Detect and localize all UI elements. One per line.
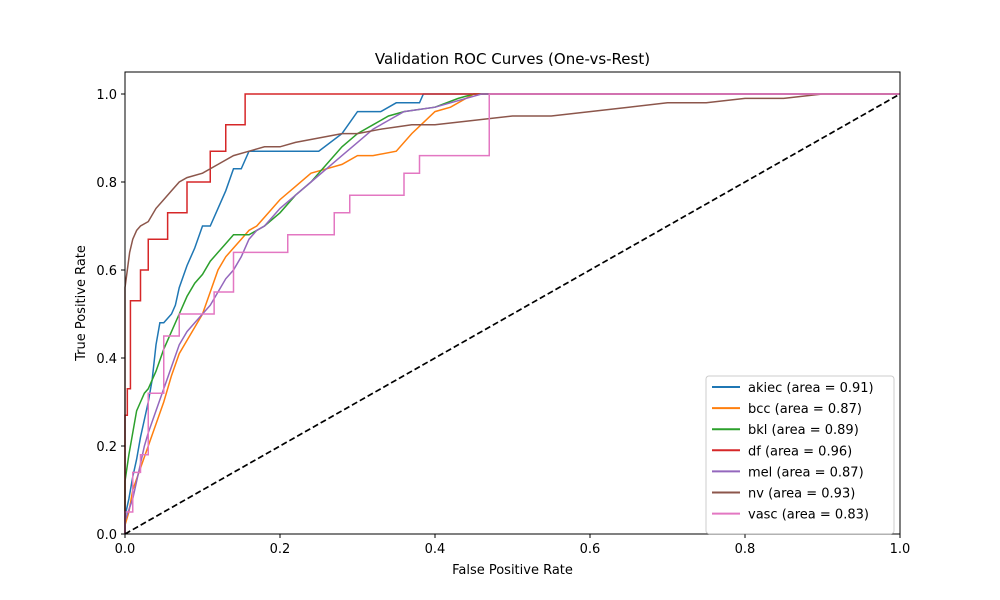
chart-title: Validation ROC Curves (One-vs-Rest) xyxy=(375,50,650,68)
y-tick-label: 0.0 xyxy=(96,528,117,543)
legend-label-1: bcc (area = 0.87) xyxy=(748,402,862,417)
y-axis-label: True Positive Rate xyxy=(74,245,89,362)
legend-label-3: df (area = 0.96) xyxy=(748,444,852,459)
x-tick-label: 0.4 xyxy=(425,542,446,557)
legend-label-4: mel (area = 0.87) xyxy=(748,465,864,480)
legend-label-2: bkl (area = 0.89) xyxy=(748,423,859,438)
y-axis-ticks: 0.0 0.2 0.4 0.6 0.8 1.0 xyxy=(96,88,125,543)
series-line-1 xyxy=(124,93,900,534)
y-tick-label: 0.6 xyxy=(96,264,117,279)
x-tick-label: 0.6 xyxy=(580,542,601,557)
series-line-5 xyxy=(124,93,900,534)
y-tick-label: 1.0 xyxy=(96,88,117,103)
legend: akiec (area = 0.91) bcc (area = 0.87) bkl … xyxy=(705,375,895,535)
x-tick-label: 1.0 xyxy=(890,542,911,557)
x-axis-ticks: 0.0 0.2 0.4 0.6 0.8 1.0 xyxy=(115,534,911,557)
legend-box xyxy=(705,375,895,535)
y-tick-label: 0.2 xyxy=(96,440,117,455)
series-layer xyxy=(124,93,901,535)
x-tick-label: 0.0 xyxy=(115,542,136,557)
y-tick-label: 0.4 xyxy=(96,352,117,367)
series-line-6 xyxy=(124,93,900,534)
legend-label-6: vasc (area = 0.83) xyxy=(748,508,869,523)
y-tick-label: 0.8 xyxy=(96,176,117,191)
series-line-0 xyxy=(124,93,900,534)
legend-label-0: akiec (area = 0.91) xyxy=(748,381,874,396)
x-tick-label: 0.8 xyxy=(735,542,756,557)
series-line-2 xyxy=(124,93,900,534)
series-line-3 xyxy=(124,93,900,534)
x-axis-label: False Positive Rate xyxy=(452,563,573,578)
diagonal-reference-line xyxy=(124,93,901,535)
x-tick-label: 0.2 xyxy=(270,542,291,557)
legend-label-5: nv (area = 0.93) xyxy=(748,487,855,502)
plot-frame xyxy=(124,71,901,535)
